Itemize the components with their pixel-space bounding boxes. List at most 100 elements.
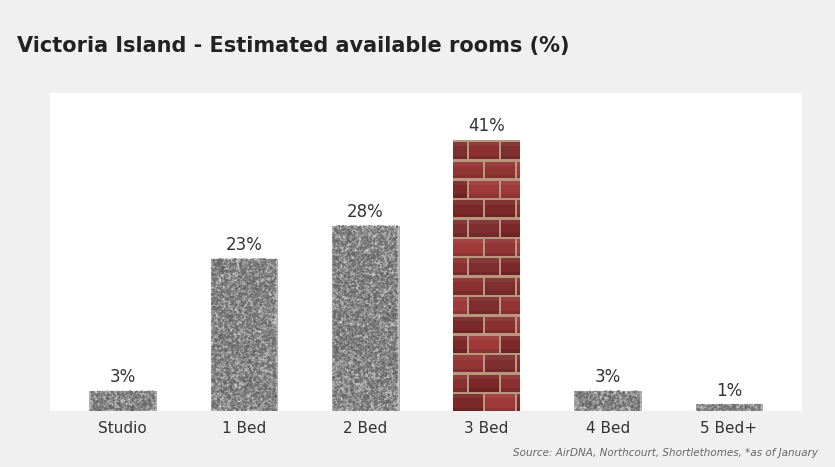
Point [366, 390, 379, 397]
Point [336, 249, 349, 256]
Point [367, 290, 381, 297]
Point [247, 376, 261, 383]
Point [342, 281, 356, 289]
Point [220, 349, 233, 356]
Point [220, 295, 233, 302]
Point [256, 324, 269, 331]
Point [342, 372, 356, 379]
Point [232, 316, 245, 324]
Point [366, 297, 379, 304]
Point [337, 374, 350, 382]
Point [215, 355, 228, 363]
Point [241, 327, 255, 335]
Point [248, 316, 261, 324]
Point [571, 389, 584, 396]
Point [266, 345, 279, 352]
Point [239, 276, 252, 284]
Point [362, 264, 375, 272]
Point [234, 382, 247, 389]
Point [340, 317, 353, 325]
Point [346, 311, 359, 318]
Point [352, 313, 365, 321]
Point [335, 243, 348, 251]
Point [347, 266, 360, 274]
Point [712, 402, 726, 409]
Point [337, 231, 351, 239]
Point [372, 288, 386, 296]
Point [240, 296, 254, 303]
Point [344, 330, 357, 337]
Point [350, 329, 363, 336]
Point [256, 318, 269, 326]
Point [356, 331, 369, 338]
Point [372, 368, 385, 376]
Point [207, 275, 220, 282]
Point [220, 287, 233, 294]
Point [251, 256, 265, 263]
Point [331, 268, 345, 276]
Point [215, 354, 228, 361]
Point [388, 236, 402, 243]
Point [234, 360, 247, 368]
Point [353, 275, 367, 283]
Point [239, 348, 252, 356]
Point [387, 358, 401, 365]
Point [372, 331, 385, 339]
Point [383, 361, 397, 369]
Point [129, 389, 142, 397]
Point [228, 310, 241, 317]
Point [236, 340, 250, 348]
Point [594, 395, 607, 402]
Point [387, 244, 401, 251]
Point [357, 395, 371, 402]
Point [361, 278, 374, 285]
Point [214, 321, 227, 329]
Point [362, 333, 376, 341]
Point [331, 394, 345, 401]
Point [124, 401, 138, 408]
Point [217, 399, 230, 407]
Point [343, 325, 357, 333]
Point [215, 292, 229, 300]
Point [626, 406, 640, 413]
Point [222, 261, 235, 268]
Point [235, 292, 249, 299]
Point [210, 333, 223, 340]
Point [335, 268, 348, 275]
Point [340, 385, 353, 392]
Point [268, 384, 281, 392]
Point [363, 358, 377, 365]
Point [369, 382, 382, 389]
Point [349, 292, 362, 299]
Point [359, 326, 372, 334]
Point [222, 400, 235, 407]
Point [377, 276, 390, 284]
Point [357, 404, 370, 412]
Point [619, 405, 632, 412]
Point [385, 374, 398, 382]
Point [339, 257, 352, 264]
Point [210, 391, 223, 399]
Point [579, 388, 592, 396]
Point [386, 392, 399, 399]
Point [218, 269, 231, 277]
Point [225, 324, 239, 332]
Point [332, 265, 346, 272]
Point [333, 272, 347, 279]
Point [333, 290, 347, 297]
Point [329, 391, 342, 398]
Point [352, 369, 366, 376]
Point [214, 293, 227, 301]
Point [357, 337, 370, 344]
Point [215, 387, 229, 394]
Point [387, 235, 400, 243]
Point [347, 278, 361, 285]
Point [582, 403, 595, 410]
Point [267, 340, 281, 347]
Point [331, 294, 345, 301]
Point [367, 358, 381, 365]
Point [343, 262, 357, 269]
Point [386, 283, 399, 290]
Point [362, 386, 376, 393]
Point [352, 406, 365, 414]
